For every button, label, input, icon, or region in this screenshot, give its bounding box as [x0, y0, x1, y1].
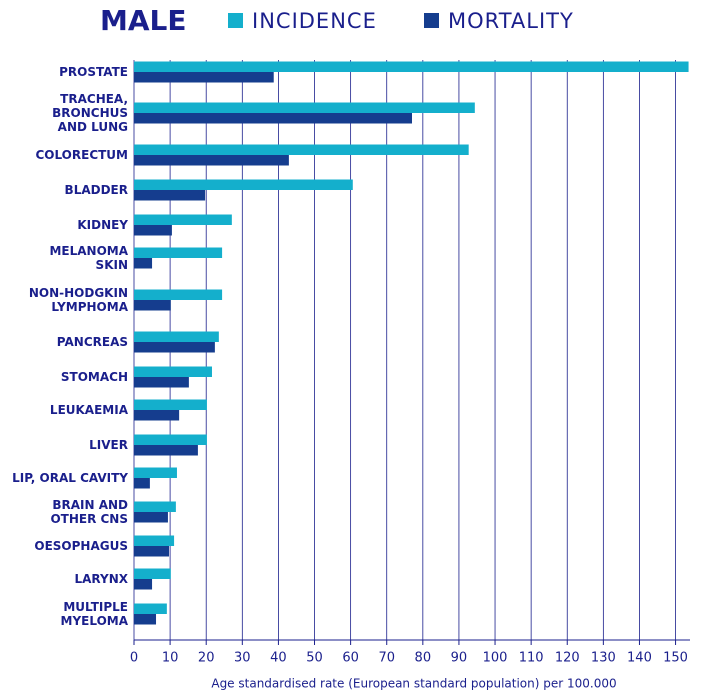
- x-tick-label: 110: [519, 651, 544, 666]
- bar: [134, 399, 207, 410]
- bar: [134, 155, 289, 166]
- bar: [134, 535, 175, 546]
- bar: [134, 190, 206, 201]
- x-tick-label: 80: [415, 651, 432, 666]
- bar: [134, 568, 171, 579]
- x-tick-label: 40: [270, 651, 287, 666]
- bar: [134, 258, 153, 269]
- legend-swatch: [424, 13, 439, 28]
- y-tick-label: OESOPHAGUS: [34, 539, 128, 553]
- x-tick-label: 100: [483, 651, 508, 666]
- x-tick-label: 30: [234, 651, 251, 666]
- y-tick-label: COLORECTUM: [35, 148, 128, 162]
- bar: [134, 603, 167, 614]
- y-tick-label: KIDNEY: [77, 218, 128, 232]
- y-tick-label: MELANOMA SKIN: [49, 244, 128, 272]
- bar: [134, 410, 180, 421]
- bar: [134, 102, 475, 113]
- x-tick-label: 130: [591, 651, 616, 666]
- bar: [134, 434, 207, 445]
- y-tick-label: MULTIPLE MYELOMA: [60, 600, 128, 628]
- bar: [134, 579, 153, 590]
- bar: [134, 247, 223, 258]
- bar: [134, 366, 212, 377]
- legend-swatch: [228, 13, 243, 28]
- x-tick-label: 140: [627, 651, 652, 666]
- x-tick-label: 70: [378, 651, 395, 666]
- bar: [134, 614, 157, 625]
- y-tick-label: LIP, ORAL CAVITY: [12, 471, 128, 485]
- bar: [134, 467, 177, 478]
- legend-label: MORTALITY: [448, 9, 574, 33]
- x-tick-label: 90: [451, 651, 468, 666]
- x-tick-label: 20: [198, 651, 215, 666]
- bar: [134, 179, 353, 190]
- y-tick-label: PANCREAS: [56, 335, 128, 349]
- x-tick-label: 10: [162, 651, 179, 666]
- y-tick-label: NON-HODGKIN LYMPHOMA: [28, 286, 128, 314]
- y-tick-label: LEUKAEMIA: [49, 403, 128, 417]
- chart-title: MALE: [100, 4, 187, 37]
- bar: [134, 478, 150, 489]
- bar: [134, 501, 176, 512]
- y-tick-label: BLADDER: [64, 183, 128, 197]
- bar: [134, 300, 171, 311]
- bar: [134, 445, 198, 456]
- x-axis-label: Age standardised rate (European standard…: [211, 677, 616, 691]
- x-tick-label: 0: [130, 651, 138, 666]
- y-tick-label: LIVER: [89, 438, 128, 452]
- y-tick-label: BRAIN AND OTHER CNS: [50, 498, 128, 526]
- bar: [134, 512, 168, 523]
- bar: [134, 331, 219, 342]
- bar: [134, 113, 412, 124]
- bar: [134, 546, 170, 557]
- x-tick-label: 60: [342, 651, 359, 666]
- bar: [134, 225, 172, 236]
- y-tick-label: PROSTATE: [59, 65, 128, 79]
- bar: [134, 289, 223, 300]
- bar: [134, 144, 469, 155]
- bar: [134, 377, 189, 388]
- x-tick-label: 120: [555, 651, 580, 666]
- bar: [134, 61, 689, 72]
- x-tick-label: 150: [663, 651, 688, 666]
- y-tick-label: TRACHEA, BRONCHUS AND LUNG: [52, 92, 128, 134]
- y-tick-label: LARYNX: [74, 572, 128, 586]
- y-tick-label: STOMACH: [60, 370, 128, 384]
- bar: [134, 72, 274, 83]
- bar: [134, 342, 215, 353]
- bar: [134, 214, 232, 225]
- legend-label: INCIDENCE: [252, 9, 377, 33]
- x-tick-label: 50: [306, 651, 323, 666]
